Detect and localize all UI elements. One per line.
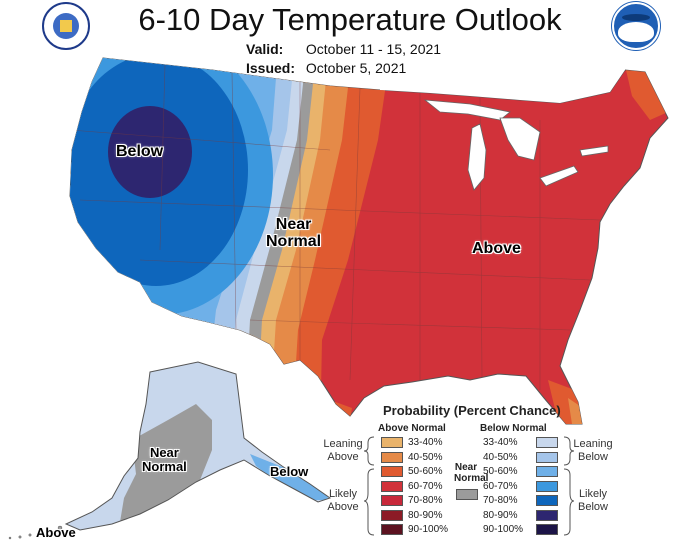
legend-above-item: 50-60% <box>381 466 442 477</box>
doc-seal-icon <box>42 2 90 50</box>
legend-below-swatch <box>536 480 558 492</box>
issued-label: Issued: <box>246 60 296 76</box>
label-ak-near-normal: Near Normal <box>142 446 187 474</box>
label-ak-near-line2: Normal <box>142 459 187 474</box>
legend-title: Probability (Percent Chance) <box>383 403 561 418</box>
leaning-below-line2: Below <box>578 451 608 463</box>
likely-below-line1: Likely <box>578 488 608 500</box>
likely-above-line2: Above <box>327 501 359 513</box>
legend-below-item: 80-90% <box>483 509 558 521</box>
valid-value: October 11 - 15, 2021 <box>305 41 442 57</box>
label-near-normal-line1: Near <box>275 216 312 233</box>
noaa-logo-icon <box>612 2 660 50</box>
legend-below-label: 50-60% <box>483 466 518 477</box>
label-ak-above: Above <box>36 525 76 540</box>
legend-near-header: Near Normal <box>454 462 489 484</box>
label-ak-near-line1: Near <box>149 445 179 460</box>
legend-below-swatch <box>536 437 558 448</box>
label-ak-below: Below <box>270 464 309 479</box>
valid-label: Valid: <box>246 41 284 57</box>
legend-above-swatch <box>381 524 403 535</box>
legend-near-swatch <box>456 489 478 500</box>
legend-above-label: 60-70% <box>408 480 443 492</box>
legend-above-label: 33-40% <box>408 437 443 448</box>
legend-below-item: 33-40% <box>483 437 558 448</box>
legend-likely-above: Likely Above <box>318 488 368 514</box>
legend-above-label: 70-80% <box>408 495 443 506</box>
legend-above-item: 70-80% <box>381 495 442 506</box>
legend-below-label: 40-50% <box>483 451 518 463</box>
issued-value: October 5, 2021 <box>305 60 407 76</box>
legend-below-item: 60-70% <box>483 480 558 492</box>
page-title: 6-10 Day Temperature Outlook <box>138 2 562 37</box>
legend-above-item: 90-100% <box>381 524 448 535</box>
legend-below-swatch <box>536 466 558 477</box>
legend-below-swatch <box>536 509 558 521</box>
leaning-above-line2: Above <box>327 451 359 463</box>
legend-above-item: 60-70% <box>381 480 443 492</box>
legend-near-line1: Near <box>454 462 478 473</box>
legend-below-label: 33-40% <box>483 437 518 448</box>
leaning-above-line1: Leaning <box>323 438 363 450</box>
legend-near-line2: Normal <box>454 473 489 484</box>
legend-below-label: 70-80% <box>483 495 518 506</box>
valid-row: Valid: October 11 - 15, 2021 <box>246 40 441 59</box>
legend-leaning-above: Leaning Above <box>318 438 368 464</box>
legend-above-item: 40-50% <box>381 451 443 463</box>
legend-below-item: 50-60% <box>483 466 558 477</box>
legend-below-header: Below Normal <box>480 423 547 434</box>
legend-above-label: 80-90% <box>408 509 443 521</box>
label-above: Above <box>472 240 521 257</box>
legend-above-swatch <box>381 480 403 492</box>
legend-above-swatch <box>381 451 403 463</box>
legend-leaning-below: Leaning Below <box>568 438 618 464</box>
likely-below-line2: Below <box>578 501 608 513</box>
legend-above-swatch <box>381 437 403 448</box>
legend-above-swatch <box>381 466 403 477</box>
legend-braces <box>363 436 575 536</box>
label-near-normal: Near Normal <box>266 216 321 250</box>
date-info: Valid: October 11 - 15, 2021 Issued: Oct… <box>246 40 441 78</box>
label-below: Below <box>116 143 164 160</box>
legend-above-item: 80-90% <box>381 509 443 521</box>
label-near-normal-line2: Normal <box>266 233 322 250</box>
legend-below-swatch <box>536 524 558 535</box>
legend-above-label: 50-60% <box>408 466 443 477</box>
legend-above-header: Above Normal <box>378 423 446 434</box>
legend-below-label: 60-70% <box>483 480 518 492</box>
legend-below-item: 90-100% <box>483 524 558 535</box>
legend-below-swatch <box>536 495 558 506</box>
legend-below-item: 70-80% <box>483 495 558 506</box>
issued-row: Issued: October 5, 2021 <box>246 59 441 78</box>
legend-above-item: 33-40% <box>381 437 442 448</box>
legend-above-swatch <box>381 495 403 506</box>
legend-below-label: 90-100% <box>483 524 524 535</box>
legend-likely-below: Likely Below <box>568 488 618 514</box>
likely-above-line1: Likely <box>328 488 358 500</box>
legend-above-label: 40-50% <box>408 451 443 463</box>
legend-above-swatch <box>381 509 403 521</box>
legend-above-label: 90-100% <box>408 524 449 535</box>
legend-below-swatch <box>536 451 558 463</box>
legend-below-label: 80-90% <box>483 509 518 521</box>
legend-below-item: 40-50% <box>483 451 558 463</box>
leaning-below-line1: Leaning <box>573 438 613 450</box>
